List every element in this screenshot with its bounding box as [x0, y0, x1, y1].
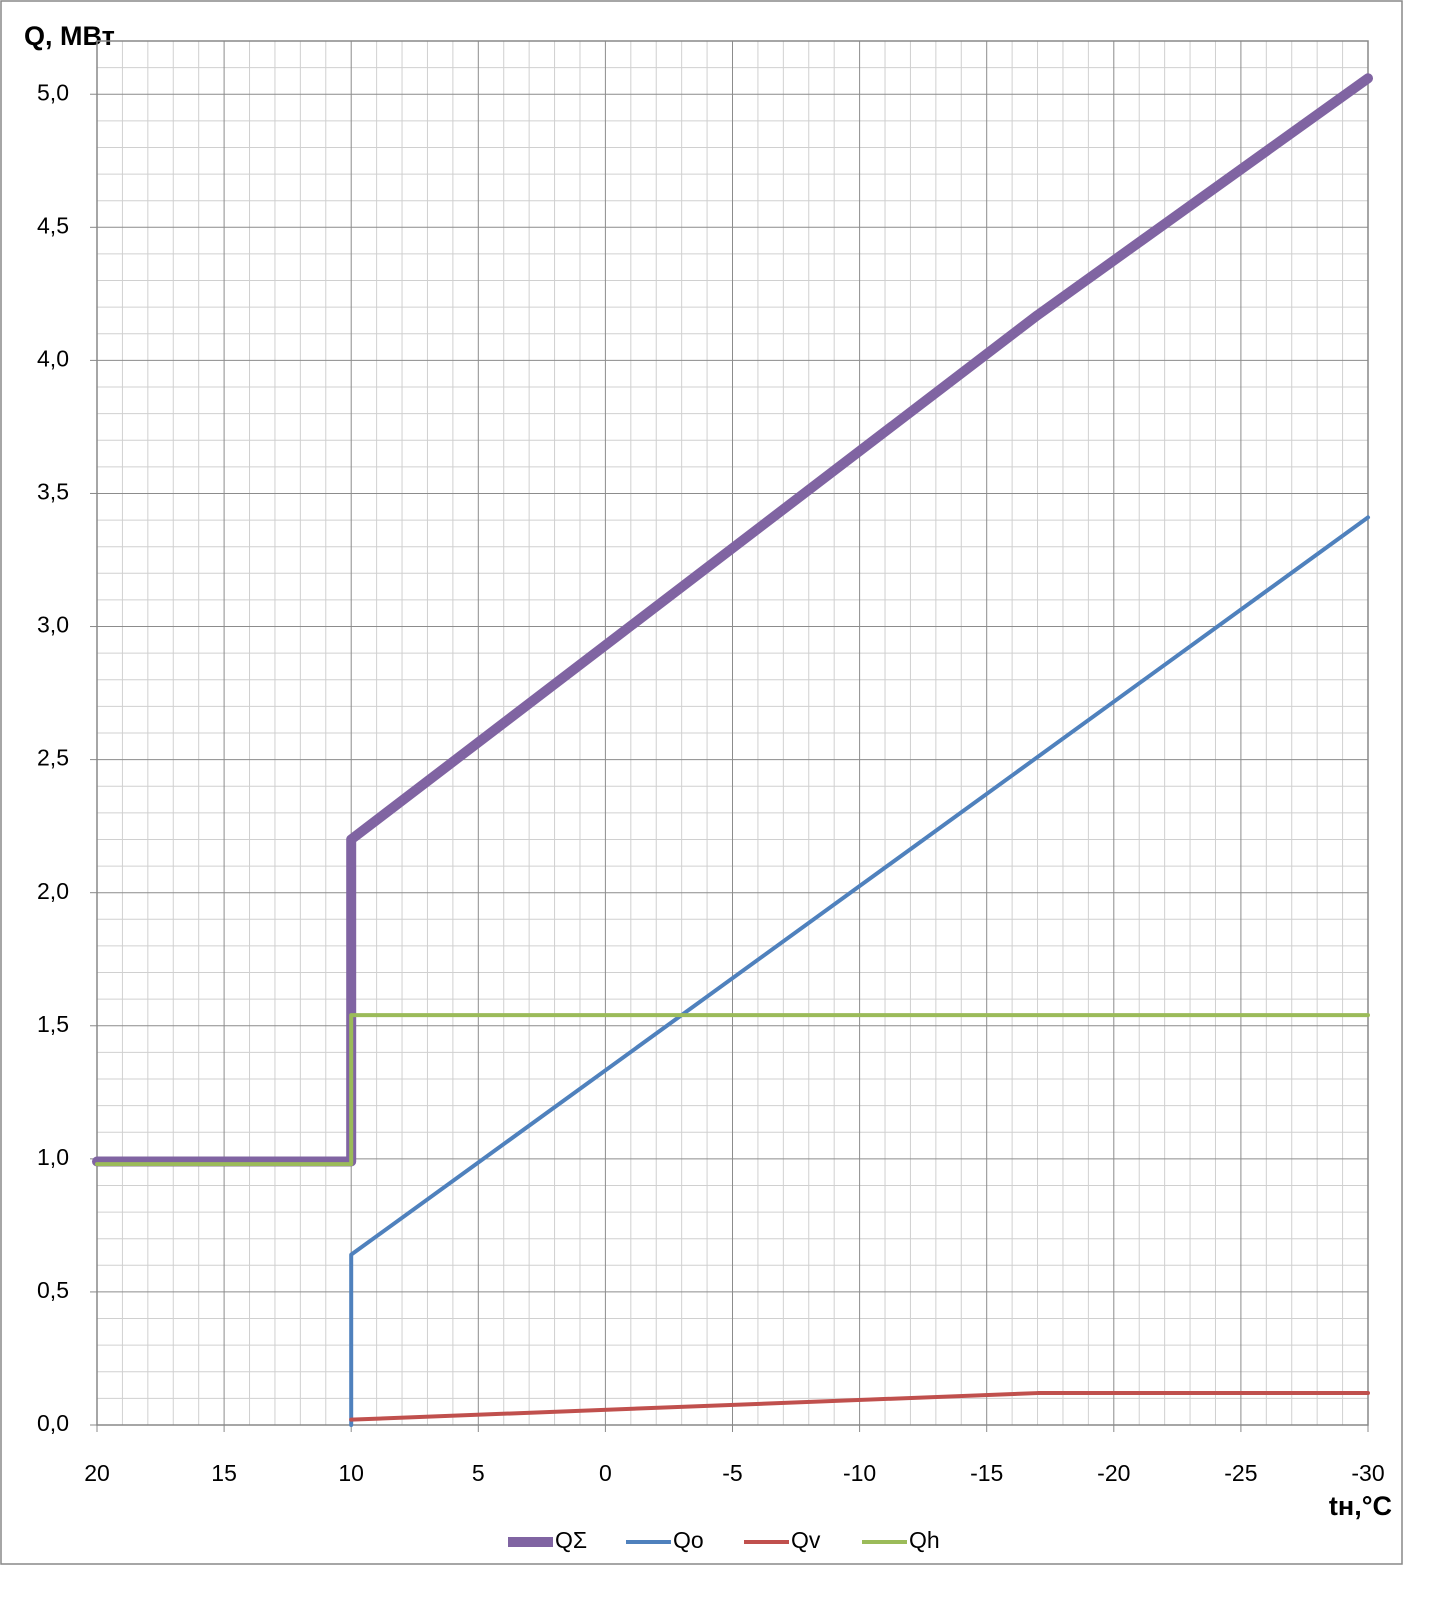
x-tick-label: 10 [338, 1460, 364, 1486]
y-tick-label: 5,0 [37, 79, 69, 105]
x-tick-label: -15 [970, 1460, 1003, 1486]
x-tick-label: 5 [472, 1460, 485, 1486]
series-line [95, 1013, 1370, 1167]
y-tick-label: 1,0 [37, 1144, 69, 1170]
plot-frame [96, 40, 1369, 1426]
series-line [349, 1391, 1370, 1422]
y-axis-title: Q, МВт [24, 21, 115, 51]
x-tick-label: 15 [211, 1460, 237, 1486]
legend-label: Qo [673, 1527, 704, 1553]
x-tick-label: -25 [1224, 1460, 1257, 1486]
legend-label: Qv [791, 1527, 821, 1553]
y-tick-label: 2,5 [37, 745, 69, 771]
x-tick-label: -20 [1097, 1460, 1130, 1486]
x-tick-label: 0 [599, 1460, 612, 1486]
series-line [92, 73, 1373, 1167]
y-tick-label: 2,0 [37, 878, 69, 904]
x-tick-label: -10 [843, 1460, 876, 1486]
x-tick-label: -30 [1351, 1460, 1384, 1486]
y-tick-label: 4,0 [37, 345, 69, 371]
series-line [349, 515, 1370, 1427]
y-tick-label: 0,0 [37, 1410, 69, 1436]
x-axis-title: tн,°C [1329, 1491, 1392, 1521]
legend-label: QΣ [555, 1527, 587, 1553]
legend-label: Qh [909, 1527, 940, 1553]
x-tick-label: -5 [722, 1460, 742, 1486]
chart-border [0, 0, 1403, 1565]
y-tick-label: 1,5 [37, 1011, 69, 1037]
y-tick-label: 3,5 [37, 479, 69, 505]
y-tick-label: 4,5 [37, 212, 69, 238]
y-tick-label: 3,0 [37, 612, 69, 638]
y-tick-label: 0,5 [37, 1277, 69, 1303]
x-tick-label: 20 [84, 1460, 110, 1486]
